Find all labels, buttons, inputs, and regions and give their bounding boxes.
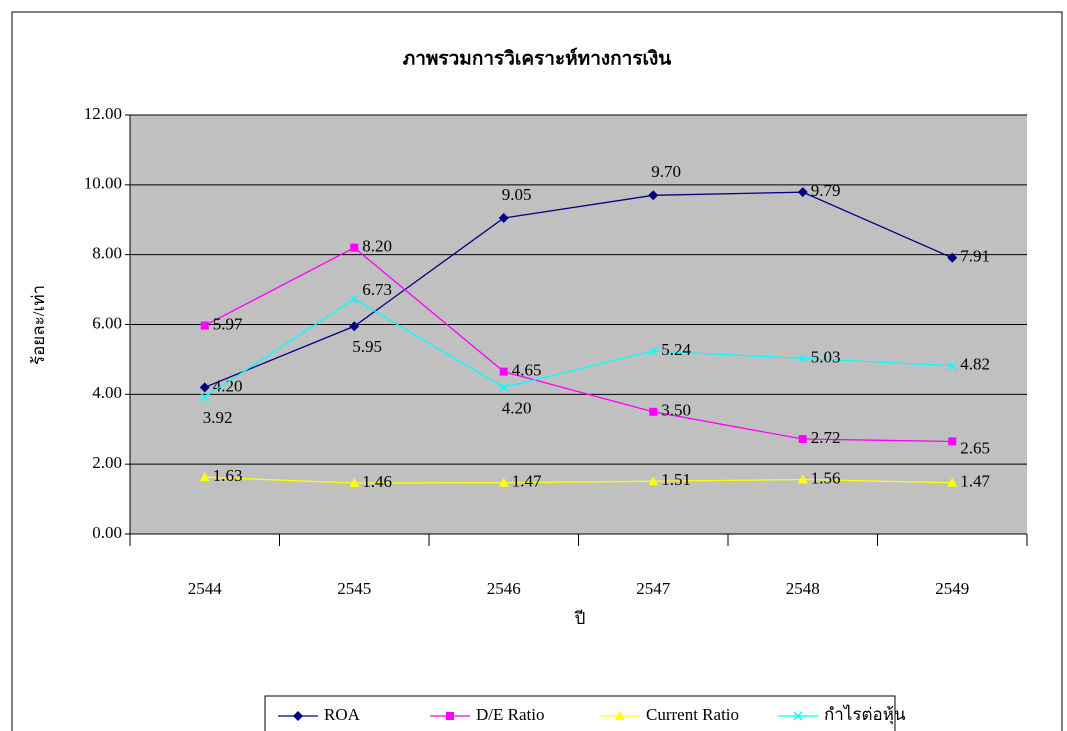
data-label: 5.97: [213, 314, 243, 333]
marker: [947, 252, 958, 263]
data-label: 1.56: [811, 468, 841, 487]
data-label: 1.46: [362, 472, 392, 491]
legend-label: ROA: [324, 705, 361, 724]
legend-label: D/E Ratio: [476, 705, 544, 724]
marker: [199, 382, 210, 393]
marker: [947, 361, 957, 371]
marker: [798, 353, 808, 363]
legend-label: กำไรต่อหุ้น: [824, 704, 906, 725]
data-label: 1.47: [512, 472, 542, 491]
data-label: 3.50: [661, 401, 691, 420]
marker: [499, 382, 509, 392]
data-label: 9.05: [502, 185, 532, 204]
x-axis-label: ปี: [574, 609, 586, 628]
y-tick-label: 6.00: [92, 313, 122, 332]
series-line: [204, 298, 953, 398]
data-label: 1.63: [213, 466, 243, 485]
y-tick-label: 12.00: [84, 104, 122, 123]
data-label: 2.65: [960, 438, 990, 457]
marker: [498, 477, 509, 487]
data-label: 4.20: [502, 398, 532, 417]
y-tick-label: 4.00: [92, 383, 122, 402]
marker: [797, 474, 808, 484]
x-tick-label: 2548: [786, 579, 820, 598]
x-tick-label: 2544: [188, 579, 223, 598]
marker: [797, 187, 808, 198]
marker: [798, 435, 807, 444]
marker: [350, 243, 359, 252]
x-tick-label: 2547: [636, 579, 671, 598]
marker: [947, 477, 958, 487]
legend-label: Current Ratio: [646, 705, 739, 724]
data-label: 7.91: [960, 247, 990, 266]
data-label: 5.95: [352, 337, 382, 356]
data-label: 1.51: [661, 470, 691, 489]
data-label: 4.82: [960, 355, 990, 374]
marker: [349, 478, 360, 488]
marker: [649, 407, 658, 416]
legend: [264, 695, 896, 731]
chart-title: ภาพรวมการวิเคราะห์ทางการเงิน: [403, 47, 672, 69]
data-label: 9.70: [651, 162, 681, 181]
data-label: 5.24: [661, 340, 691, 359]
marker: [200, 392, 210, 402]
marker: [446, 712, 454, 720]
y-tick-label: 10.00: [84, 174, 122, 193]
data-label: 2.72: [811, 428, 841, 447]
series-line: [204, 476, 953, 484]
marker: [648, 190, 659, 201]
x-tick-label: 2546: [487, 579, 521, 598]
data-label: 1.47: [960, 472, 990, 491]
marker: [948, 437, 957, 446]
series-line: [204, 191, 953, 388]
series-line: [204, 246, 953, 443]
marker: [648, 346, 658, 356]
marker: [199, 472, 210, 482]
data-label: 5.03: [811, 347, 841, 366]
data-label: 9.79: [811, 181, 841, 200]
data-label: 3.92: [203, 408, 233, 427]
marker: [615, 711, 625, 720]
marker: [349, 321, 360, 332]
y-tick-label: 0.00: [92, 523, 122, 542]
marker: [349, 294, 359, 304]
data-label: 4.65: [512, 361, 542, 380]
x-tick-label: 2545: [337, 579, 371, 598]
marker: [793, 711, 803, 721]
data-label: 4.20: [213, 376, 243, 395]
marker: [293, 711, 303, 721]
data-label: 8.20: [362, 237, 392, 256]
x-tick-label: 2549: [935, 579, 969, 598]
y-tick-label: 8.00: [92, 244, 122, 263]
y-axis-label: ร้อยละ/เท่า: [29, 285, 48, 365]
marker: [499, 367, 508, 376]
y-tick-label: 2.00: [92, 453, 122, 472]
data-label: 6.73: [362, 280, 392, 299]
marker: [498, 213, 509, 224]
marker: [200, 321, 209, 330]
marker: [648, 476, 659, 486]
